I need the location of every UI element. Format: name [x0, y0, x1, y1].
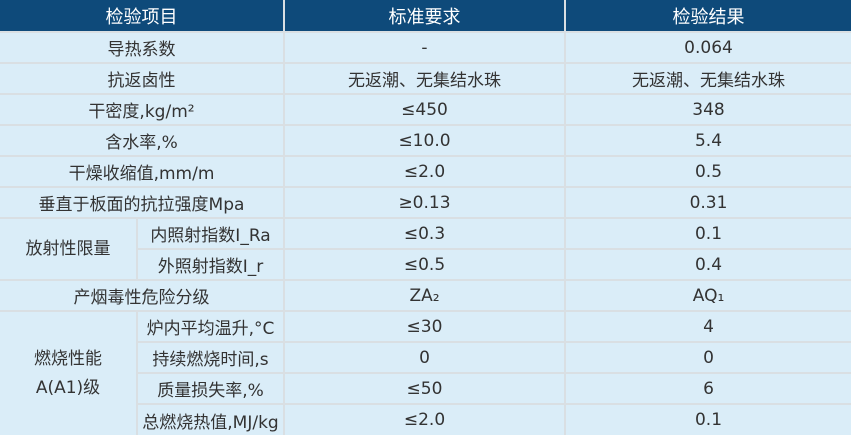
- result-value: 0.1: [564, 403, 851, 435]
- table-row: 总燃烧热值,MJ/kg ≤2.0 0.1: [0, 403, 851, 435]
- header-col-result: 检验结果: [564, 0, 851, 33]
- item-label: 产烟毒性危险分级: [0, 279, 285, 312]
- item-label: 炉内平均温升,°C: [136, 310, 285, 343]
- header-col-item: 检验项目: [0, 0, 285, 33]
- result-value: 0.4: [564, 248, 851, 281]
- group-cell-radioactivity-limit: 放射性限量: [0, 217, 138, 281]
- standard-value: 0: [283, 341, 566, 374]
- item-label: 持续燃烧时间,s: [136, 341, 285, 374]
- table-row: 质量损失率,% ≤50 6: [0, 372, 851, 405]
- item-label: 干密度,kg/m²: [0, 93, 285, 126]
- table-row: 外照射指数I_r ≤0.5 0.4: [0, 248, 851, 281]
- standard-value: ≤450: [283, 93, 566, 126]
- item-label: 含水率,%: [0, 124, 285, 157]
- standard-value: ≤0.3: [283, 217, 566, 250]
- result-value: 0.31: [564, 186, 851, 219]
- item-label: 质量损失率,%: [136, 372, 285, 405]
- header-col-standard: 标准要求: [283, 0, 566, 33]
- standard-value: 无返潮、无集结水珠: [283, 62, 566, 95]
- item-label: 外照射指数I_r: [136, 248, 285, 281]
- standard-value: ≤30: [283, 310, 566, 343]
- item-label: 内照射指数I_Ra: [136, 217, 285, 250]
- item-label: 总燃烧热值,MJ/kg: [136, 403, 285, 435]
- result-value: 0: [564, 341, 851, 374]
- table-row: 持续燃烧时间,s 0 0: [0, 341, 851, 374]
- result-value: AQ₁: [564, 279, 851, 312]
- standard-value: ≤50: [283, 372, 566, 405]
- result-value: 348: [564, 93, 851, 126]
- table-row: 产烟毒性危险分级 ZA₂ AQ₁: [0, 279, 851, 312]
- result-value: 5.4: [564, 124, 851, 157]
- item-label: 导热系数: [0, 31, 285, 64]
- standard-value: ≥0.13: [283, 186, 566, 219]
- item-label: 抗返卤性: [0, 62, 285, 95]
- standard-value: ≤0.5: [283, 248, 566, 281]
- table-row: 燃烧性能 A(A1)级 炉内平均温升,°C ≤30 4: [0, 310, 851, 435]
- table-row: 导热系数 - 0.064: [0, 31, 851, 64]
- table-row: 抗返卤性 无返潮、无集结水珠 无返潮、无集结水珠: [0, 62, 851, 95]
- item-label: 垂直于板面的抗拉强度Mpa: [0, 186, 285, 219]
- table-row: 含水率,% ≤10.0 5.4: [0, 124, 851, 157]
- standard-value: -: [283, 31, 566, 64]
- group-cell-combustion-performance: 燃烧性能 A(A1)级: [0, 310, 138, 435]
- result-value: 0.5: [564, 155, 851, 188]
- result-value: 4: [564, 310, 851, 343]
- standard-value: ≤10.0: [283, 124, 566, 157]
- table-row: 干密度,kg/m² ≤450 348: [0, 93, 851, 126]
- item-label: 干燥收缩值,mm/m: [0, 155, 285, 188]
- standard-value: ≤2.0: [283, 155, 566, 188]
- table-row: 干燥收缩值,mm/m ≤2.0 0.5: [0, 155, 851, 188]
- standard-value: ≤2.0: [283, 403, 566, 435]
- header-row: 检验项目 标准要求 检验结果: [0, 0, 851, 33]
- standard-value: ZA₂: [283, 279, 566, 312]
- result-value: 6: [564, 372, 851, 405]
- table-row: 垂直于板面的抗拉强度Mpa ≥0.13 0.31: [0, 186, 851, 219]
- result-value: 0.064: [564, 31, 851, 64]
- table-row: 放射性限量 内照射指数I_Ra ≤0.3 0.1: [0, 217, 851, 281]
- result-value: 0.1: [564, 217, 851, 250]
- result-value: 无返潮、无集结水珠: [564, 62, 851, 95]
